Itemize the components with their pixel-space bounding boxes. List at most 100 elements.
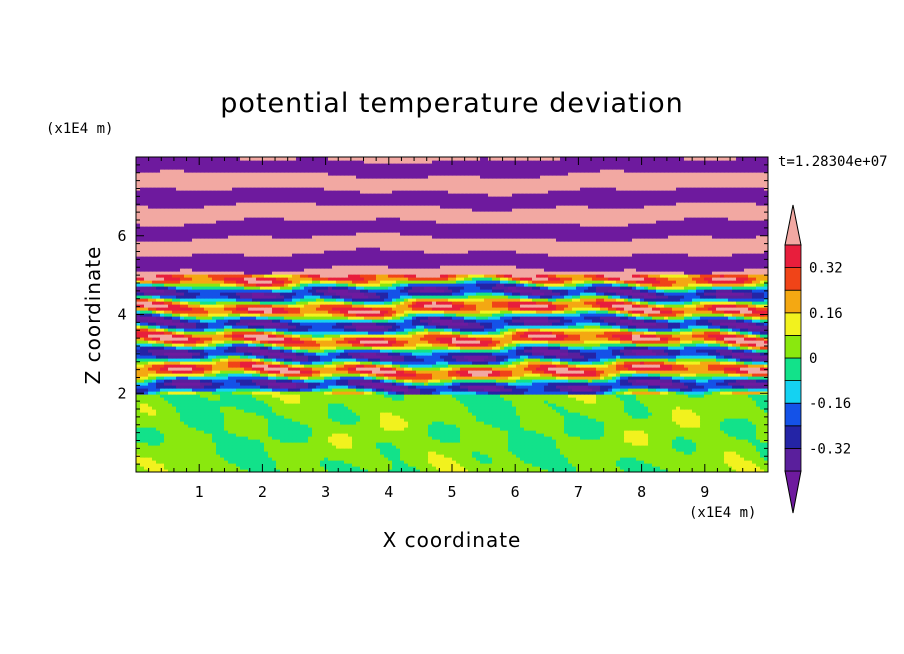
field-cell [288, 442, 293, 446]
field-cell [656, 433, 661, 437]
field-cell [640, 451, 645, 455]
field-cell [740, 454, 745, 458]
field-cell [204, 469, 209, 472]
field-cell [424, 463, 429, 467]
field-cell [240, 457, 245, 461]
field-cell [200, 463, 205, 467]
field-cell [152, 454, 157, 458]
field-cell [188, 433, 193, 437]
field-cell [440, 466, 445, 470]
field-cell [448, 424, 453, 428]
field-cell [540, 469, 545, 472]
field-cell [556, 448, 561, 452]
field-cell [720, 430, 725, 434]
field-cell [492, 430, 497, 434]
field-cell [660, 436, 665, 440]
field-cell [300, 460, 305, 464]
field-cell [436, 460, 441, 464]
field-cell [744, 430, 749, 434]
field-cell [580, 427, 585, 431]
field-cell [280, 460, 285, 464]
field-cell [272, 439, 277, 443]
field-cell [720, 439, 725, 443]
field-cell [292, 460, 297, 464]
field-cell [616, 436, 621, 440]
field-cell [744, 427, 749, 431]
field-cell [160, 436, 165, 440]
field-cell [140, 442, 145, 446]
field-cell [520, 433, 525, 437]
field-cell [304, 457, 309, 461]
field-cell [716, 454, 721, 458]
field-cell [268, 430, 273, 434]
field-cell [536, 442, 541, 446]
field-cell [584, 445, 589, 449]
field-cell [656, 442, 661, 446]
field-cell [332, 460, 337, 464]
field-cell [276, 442, 281, 446]
field-cell [544, 430, 549, 434]
field-cell [436, 439, 441, 443]
field-cell [544, 436, 549, 440]
field-cell [412, 442, 417, 446]
field-cell [312, 463, 317, 467]
field-cell [456, 460, 461, 464]
field-cell [272, 433, 277, 437]
field-cell [340, 451, 345, 455]
field-cell [700, 454, 705, 458]
field-cell [324, 433, 329, 437]
field-cell [432, 457, 437, 461]
field-cell [480, 433, 485, 437]
field-cell [744, 463, 749, 467]
field-cell [244, 445, 249, 449]
field-cell [504, 442, 509, 446]
field-cell [572, 457, 577, 461]
field-cell [552, 442, 557, 446]
field-cell [556, 466, 561, 470]
field-cell [280, 427, 285, 431]
field-cell [740, 433, 745, 437]
field-cell [516, 436, 521, 440]
field-cell [176, 427, 181, 431]
field-cell [168, 448, 173, 452]
field-cell [240, 448, 245, 452]
field-cell [164, 466, 169, 470]
field-cell [432, 463, 437, 467]
field-cell [216, 451, 221, 455]
field-cell [512, 457, 517, 461]
field-cell [216, 469, 221, 472]
field-cell [728, 457, 733, 461]
field-cell [592, 427, 597, 431]
field-cell [596, 457, 601, 461]
field-cell [332, 463, 337, 467]
field-cell [732, 430, 737, 434]
field-cell [452, 451, 457, 455]
field-cell [440, 436, 445, 440]
field-cell [432, 454, 437, 458]
field-cell [540, 445, 545, 449]
field-cell [460, 424, 465, 428]
field-cell [580, 439, 585, 443]
field-cell [204, 445, 209, 449]
field-cell [264, 445, 269, 449]
field-cell [508, 436, 513, 440]
field-cell [312, 454, 317, 458]
field-cell [648, 466, 653, 470]
field-cell [284, 466, 289, 470]
field-cell [564, 451, 569, 455]
field-cell [276, 427, 281, 431]
field-cell [408, 469, 413, 472]
field-cell [344, 460, 349, 464]
field-cell [164, 430, 169, 434]
field-cell [344, 463, 349, 467]
field-cell [708, 436, 713, 440]
field-cell [236, 436, 241, 440]
field-cell [340, 457, 345, 461]
field-cell [396, 463, 401, 467]
field-cell [424, 454, 429, 458]
field-cell [192, 427, 197, 431]
field-cell [716, 460, 721, 464]
field-cell [232, 454, 237, 458]
field-cell [584, 457, 589, 461]
field-cell [172, 439, 177, 443]
